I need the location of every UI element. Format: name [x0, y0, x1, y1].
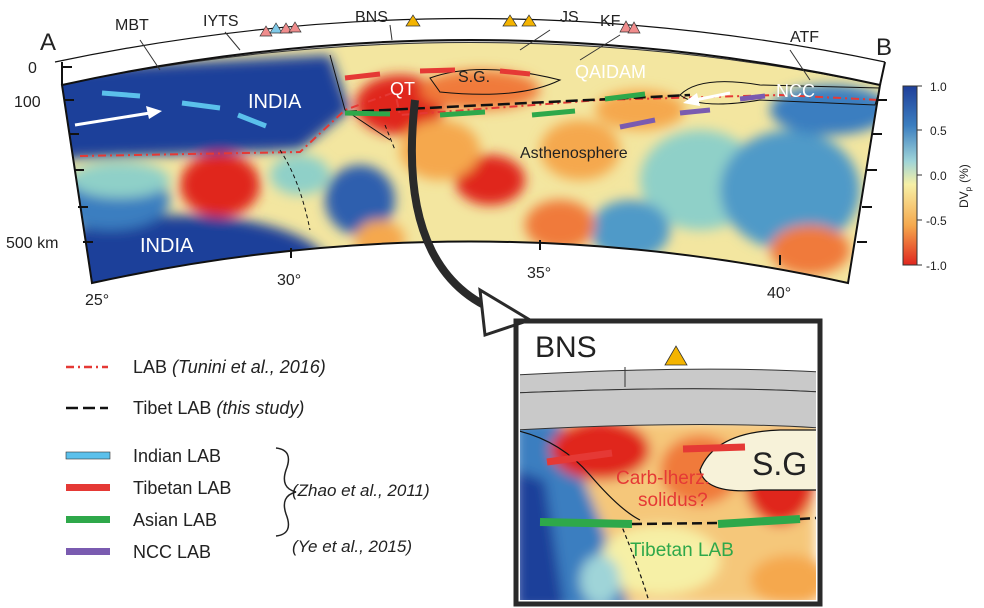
lon-label-25: 25° — [85, 292, 109, 309]
legend-citation-zhao: (Zhao et al., 2011) — [292, 481, 430, 500]
inset-tibet-lab-line — [631, 516, 816, 526]
inset-label-carb-line2: solidus? — [638, 490, 708, 511]
fault-label-atf: ATF — [790, 29, 819, 46]
fault-label-kf: KF — [600, 13, 621, 30]
inset-label-tibetan-lab: Tibetan LAB — [630, 540, 734, 561]
region-label-india-lower: INDIA — [140, 235, 194, 257]
indian-lab-bars — [101, 90, 267, 129]
inset-asian-lab-bar-2 — [717, 515, 801, 528]
tomography-image — [62, 40, 880, 283]
region-label-india-upper: INDIA — [248, 91, 302, 113]
lon-label-30: 30° — [277, 272, 301, 289]
colorbar-tick-05: 0.5 — [930, 124, 947, 138]
colorbar-tick-0: 0.0 — [930, 169, 947, 183]
longitude-ticks — [290, 240, 781, 265]
region-label-qt: QT — [390, 79, 415, 99]
legend-brace — [275, 447, 297, 537]
region-label-sg: S.G. — [458, 69, 490, 86]
depth-label-100: 100 — [14, 94, 41, 111]
asian-lab-bars — [344, 91, 646, 118]
inset-asian-lab-bar-1 — [539, 518, 633, 528]
endpoint-b: B — [876, 34, 892, 61]
inset-tibetan-lab-bar-2 — [682, 443, 746, 453]
legend-swatch-tibetan — [66, 484, 110, 491]
ncc-lab-bars — [619, 93, 766, 130]
fault-label-mbt: MBT — [115, 17, 149, 34]
depth-ticks — [62, 66, 887, 243]
india-motion-arrow — [74, 106, 162, 127]
cross-section: MBT IYTS BNS JS KF ATF A B 0 100 500 km — [6, 9, 892, 309]
colorbar-unit-sub: p — [964, 186, 973, 191]
inset-label-carb-line1: Carb-lherz. — [616, 468, 710, 489]
depth-label-500: 500 km — [6, 235, 58, 252]
colorbar-unit-suffix: (%) — [957, 164, 971, 183]
inset-volcano-marker — [664, 345, 688, 366]
fault-label-bns: BNS — [355, 9, 388, 26]
legend-label-tibetan: Tibetan LAB — [133, 478, 231, 498]
region-label-qaidam: QAIDAM — [575, 62, 646, 82]
ncc-motion-arrow — [683, 91, 731, 106]
lon-label-35: 35° — [527, 265, 551, 282]
depth-label-0: 0 — [28, 60, 37, 77]
colorbar-tick-neg1: -1.0 — [926, 259, 947, 273]
tibet-lab-line — [344, 93, 691, 114]
legend-label-asian: Asian LAB — [133, 510, 217, 530]
lon-label-40: 40° — [767, 285, 791, 302]
fault-label-iyts: IYTS — [203, 13, 239, 30]
endpoint-a: A — [40, 29, 56, 56]
inset-label-sg: S.G — [752, 446, 807, 482]
legend: LAB (Tunini et al., 2016) Tibet LAB (thi… — [65, 357, 430, 562]
legend-citation-ye: (Ye et al., 2015) — [292, 537, 412, 556]
legend-swatch-asian — [66, 516, 110, 523]
colorbar: 1.0 0.5 0.0 -0.5 -1.0 DVp (%) — [902, 80, 973, 273]
inset-title-bns: BNS — [535, 331, 597, 364]
zoom-arrow — [408, 99, 534, 338]
fault-label-js: JS — [560, 9, 579, 26]
inset-tibetan-lab-bar-1 — [546, 449, 613, 466]
svg-text:DVp(%): DVp (%) — [957, 164, 973, 208]
legend-label-tunini: LAB (Tunini et al., 2016) — [133, 357, 326, 377]
legend-swatch-ncc — [66, 548, 110, 555]
colorbar-tick-neg05: -0.5 — [926, 214, 947, 228]
colorbar-unit-label: DV — [957, 191, 971, 208]
legend-label-tibet: Tibet LAB (this study) — [133, 398, 304, 418]
legend-label-indian: Indian LAB — [133, 446, 221, 466]
inset-zoom: BNS S.G Carb-lherz. solidus? Tibetan LAB — [513, 318, 823, 607]
volcano-markers — [259, 14, 641, 37]
colorbar-unit: DVp (%) — [957, 164, 973, 208]
region-label-asthenosphere: Asthenosphere — [520, 145, 628, 162]
region-label-ncc: NCC — [776, 81, 815, 101]
legend-swatch-indian — [65, 451, 111, 460]
tibetan-lab-bars — [344, 67, 531, 81]
colorbar-tick-1: 1.0 — [930, 80, 947, 94]
legend-label-ncc: NCC LAB — [133, 542, 211, 562]
